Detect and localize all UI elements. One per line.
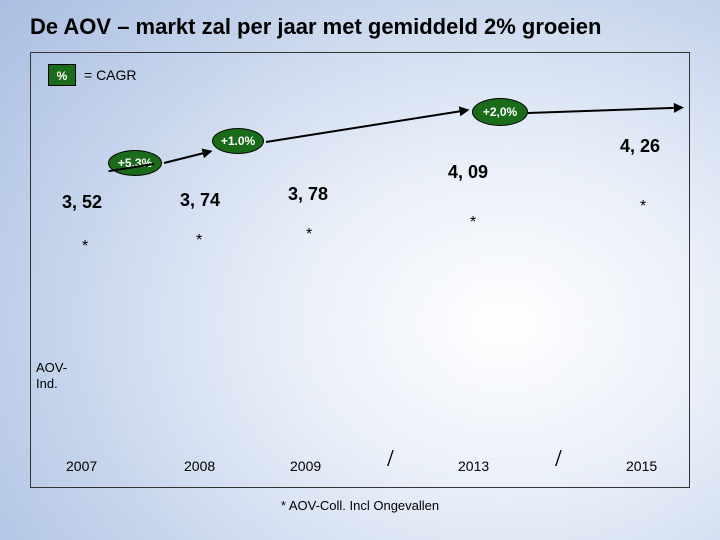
- cagr-legend-label: = CAGR: [84, 67, 137, 83]
- asterisk-2015: *: [640, 198, 646, 216]
- growth-badge-mid: +1.0%: [212, 128, 264, 154]
- percent-legend-badge: %: [48, 64, 76, 86]
- x-label-2013: 2013: [458, 458, 489, 474]
- asterisk-2013: *: [470, 214, 476, 232]
- value-2007: 3, 52: [62, 192, 102, 213]
- asterisk-2009: *: [306, 226, 312, 244]
- asterisk-2008: *: [196, 232, 202, 250]
- y-axis-category-label: AOV-Ind.: [36, 360, 67, 391]
- x-label-2008: 2008: [184, 458, 215, 474]
- value-2008: 3, 74: [180, 190, 220, 211]
- asterisk-2007: *: [82, 238, 88, 256]
- value-2009: 3, 78: [288, 184, 328, 205]
- x-label-2007: 2007: [66, 458, 97, 474]
- value-2015: 4, 26: [620, 136, 660, 157]
- chart-frame: [30, 52, 690, 488]
- slide-title: De AOV – markt zal per jaar met gemiddel…: [30, 14, 690, 40]
- growth-badge-top: +2,0%: [472, 98, 528, 126]
- footnote: * AOV-Coll. Incl Ongevallen: [0, 498, 720, 513]
- x-label-2009: 2009: [290, 458, 321, 474]
- x-label-2015: 2015: [626, 458, 657, 474]
- value-2013: 4, 09: [448, 162, 488, 183]
